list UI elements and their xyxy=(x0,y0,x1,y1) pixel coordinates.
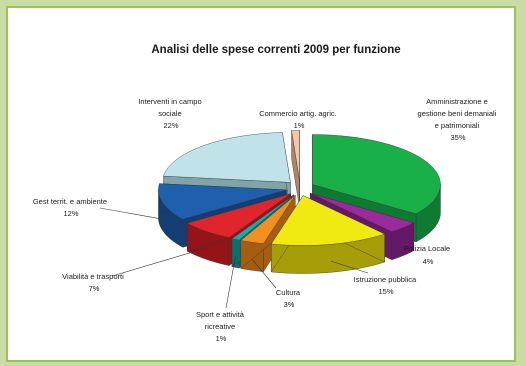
chart-title: Analisi delle spese correnti 2009 per fu… xyxy=(151,44,400,56)
leader-cultura xyxy=(251,258,277,289)
pie-slices xyxy=(158,130,441,274)
pie-chart: Analisi delle spese correnti 2009 per fu… xyxy=(33,44,499,343)
leader-sport xyxy=(225,256,236,309)
leader-viabilita xyxy=(111,247,207,277)
label-amministrazione: Amministrazione e gestione beni demanial… xyxy=(418,97,499,142)
slice-commercio-artig-agric xyxy=(291,130,300,209)
label-commercio: Commercio artig. agric. 1% xyxy=(259,109,339,130)
slice-istruzione-pubblica xyxy=(270,194,386,274)
leader-istruzione xyxy=(330,260,369,274)
label-gest-territ: Gest territ. e ambiente 12% xyxy=(33,197,109,218)
leader-lines xyxy=(99,207,369,309)
label-istruzione-pubblica: Istruzione pubblica 15% xyxy=(354,275,419,296)
label-viabilita: Viabilità e trasporti 7% xyxy=(62,272,126,293)
chart-frame: Analisi delle spese correnti 2009 per fu… xyxy=(6,6,516,362)
label-cultura: Cultura 3% xyxy=(276,288,302,309)
leader-gest-territ xyxy=(99,207,163,220)
label-polizia-locale: Polizia Locale 4% xyxy=(404,244,452,266)
label-sport: Sport e attività ricreative 1% xyxy=(196,310,246,343)
label-interventi: Interventi in campo sociale 22% xyxy=(138,97,203,130)
